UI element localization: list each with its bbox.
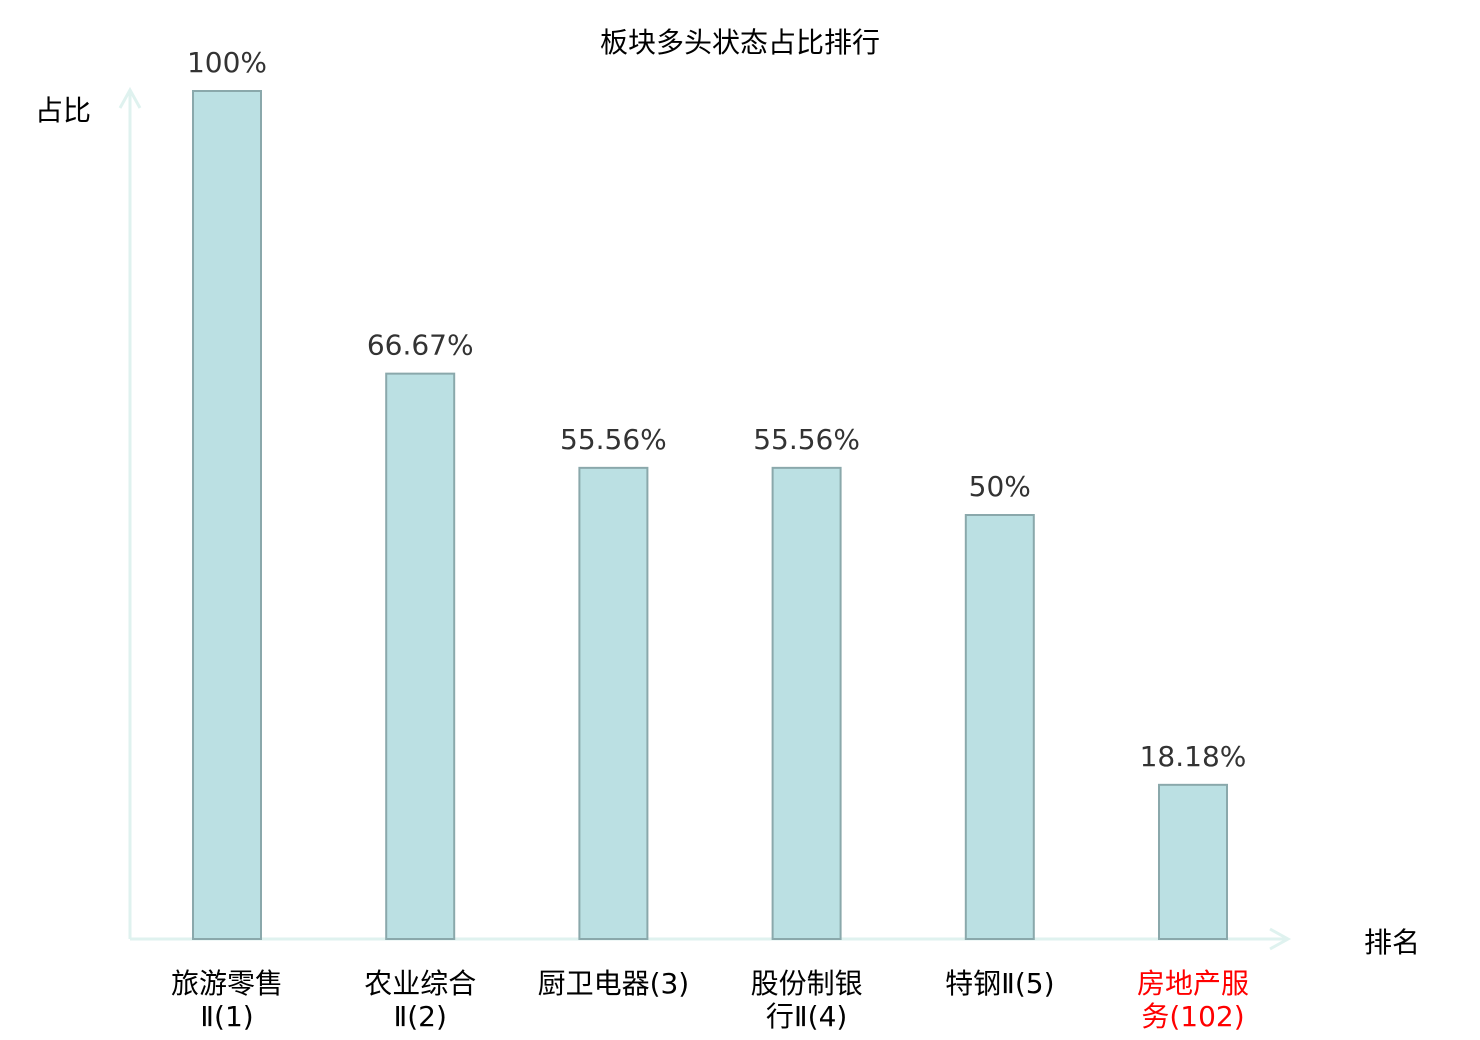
x-tick-label: 房地产服 xyxy=(1137,967,1249,1000)
x-tick-label: 旅游零售 xyxy=(171,967,283,1000)
x-tick-label: 厨卫电器(3) xyxy=(538,967,690,1000)
data-label: 100% xyxy=(187,46,267,79)
data-label: 18.18% xyxy=(1140,740,1247,773)
data-label: 66.67% xyxy=(367,329,474,362)
data-label: 55.56% xyxy=(753,423,860,456)
data-label: 50% xyxy=(969,470,1031,503)
chart-title: 板块多头状态占比排行 xyxy=(600,26,880,59)
y-axis xyxy=(118,86,142,939)
x-tick-label: 股份制银 xyxy=(751,967,863,1000)
x-tick-label: 务(102) xyxy=(1141,1000,1244,1033)
bar xyxy=(771,466,842,940)
bar xyxy=(1158,783,1228,941)
x-axis xyxy=(130,927,1292,951)
x-tick-label: 特钢Ⅱ(5) xyxy=(945,967,1054,1000)
bar xyxy=(578,466,649,940)
x-tick-label: Ⅱ(1) xyxy=(200,1000,253,1033)
x-tick-label: 行Ⅱ(4) xyxy=(766,1000,847,1033)
x-axis-label: 排名 xyxy=(1364,926,1420,959)
bar xyxy=(964,514,1035,940)
y-axis-label: 占比 xyxy=(35,94,91,127)
bar xyxy=(192,90,262,940)
bar xyxy=(385,372,456,940)
data-label: 55.56% xyxy=(560,423,667,456)
x-tick-label: 农业综合 xyxy=(364,967,476,1000)
x-tick-label: Ⅱ(2) xyxy=(393,1000,446,1033)
